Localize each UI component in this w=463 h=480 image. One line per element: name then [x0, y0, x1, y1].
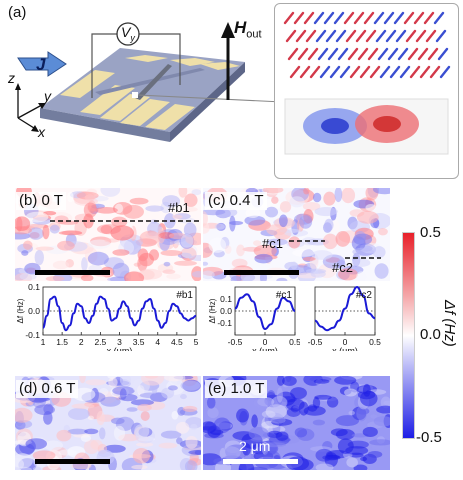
x-tick-label: 1.5 — [56, 337, 68, 347]
voltage-label: Vy — [121, 24, 135, 43]
colorbar-tick-min: -0.5 — [416, 429, 442, 446]
colorbar-tick-mid: 0.0 — [420, 326, 441, 343]
panel-e-label: (e) 1.0 T — [205, 380, 268, 398]
panel-d-map — [15, 376, 201, 470]
x-tick-label: 3.5 — [133, 337, 145, 347]
plot-title: #c2 — [356, 290, 373, 301]
y-axis-label: Δf (Hz) — [208, 298, 217, 323]
y-tick-label: 0.1 — [220, 294, 232, 304]
linecut-b1 — [50, 220, 200, 222]
colorbar-tick-max: 0.5 — [420, 224, 441, 241]
colorbar — [402, 232, 415, 439]
linecut-plot-b1: 1 1.5 2 2.5 3 3.5 4 4.5 5 0.1 0.0 -0.1 x (μm) Δf (Hz)… — [16, 283, 199, 351]
y-tick-label: 0.0 — [220, 306, 232, 316]
linecut-plot-c2: -0.5 0 0.5 x (μm) #c2 — [308, 285, 381, 351]
panel-a: (a) Vy J Hout z y x — [0, 0, 463, 180]
x-axis-label: x (μm) — [252, 346, 278, 351]
scalebar-b — [35, 270, 110, 275]
current-label: J — [36, 55, 46, 74]
y-axis-label: Δf (Hz) — [16, 298, 25, 323]
colorbar-label: Δf (Hz) — [441, 300, 458, 347]
plot-title: #b1 — [176, 290, 193, 301]
device-schematic — [15, 22, 280, 142]
x-tick-label: 2 — [79, 337, 84, 347]
y-tick-label: 0.1 — [28, 283, 40, 292]
x-axis-label: x (μm) — [107, 346, 133, 351]
linecut-c2 — [345, 257, 381, 259]
panel-d-label: (d) 0.6 T — [16, 380, 79, 398]
x-tick-label: -0.5 — [308, 337, 323, 347]
map-d — [15, 376, 201, 470]
marker-c1: #c1 — [262, 236, 283, 251]
y-tick-label: 0.0 — [28, 306, 40, 316]
panel-a-label: (a) — [8, 4, 27, 21]
scalebar-c — [224, 270, 299, 275]
axis-z-label: z — [8, 70, 15, 86]
x-axis-label: x (μm) — [332, 346, 358, 351]
axis-y-label: y — [44, 88, 51, 104]
map-b — [15, 188, 201, 281]
marker-c2: #c2 — [332, 260, 353, 275]
plot-title: #c1 — [276, 290, 293, 301]
x-tick-label: 5 — [194, 337, 199, 347]
x-tick-label: 1 — [41, 337, 46, 347]
linecut-plot-c1: -0.5 0 0.5 0.1 0.0 -0.1 x (μm) Δf (Hz) #c1 — [208, 286, 300, 351]
y-tick-label: -0.1 — [217, 318, 232, 328]
marker-b1: #b1 — [168, 200, 190, 215]
x-tick-label: -0.5 — [228, 337, 243, 347]
field-label: Hout — [234, 18, 262, 41]
skyrmion-illustration — [283, 11, 451, 155]
x-tick-label: 0 — [263, 337, 268, 347]
series-line — [42, 295, 197, 332]
x-tick-label: 4 — [155, 337, 160, 347]
scalebar-e-label: 2 μm — [239, 438, 271, 454]
panel-c-label: (c) 0.4 T — [205, 192, 267, 210]
x-tick-label: 0 — [343, 337, 348, 347]
panel-b-map — [15, 188, 201, 281]
x-tick-label: 4.5 — [171, 337, 183, 347]
x-tick-label: 3 — [117, 337, 122, 347]
skyrmion-inset — [274, 3, 459, 179]
linecut-c1 — [289, 240, 325, 242]
x-tick-label: 0.5 — [289, 337, 300, 347]
scalebar-d — [35, 459, 110, 464]
scalebar-e — [223, 459, 298, 464]
y-tick-label: -0.1 — [25, 330, 40, 340]
panel-b-label: (b) 0 T — [16, 192, 66, 210]
axis-x-label: x — [38, 124, 45, 140]
x-tick-label: 0.5 — [369, 337, 381, 347]
x-tick-label: 2.5 — [94, 337, 106, 347]
